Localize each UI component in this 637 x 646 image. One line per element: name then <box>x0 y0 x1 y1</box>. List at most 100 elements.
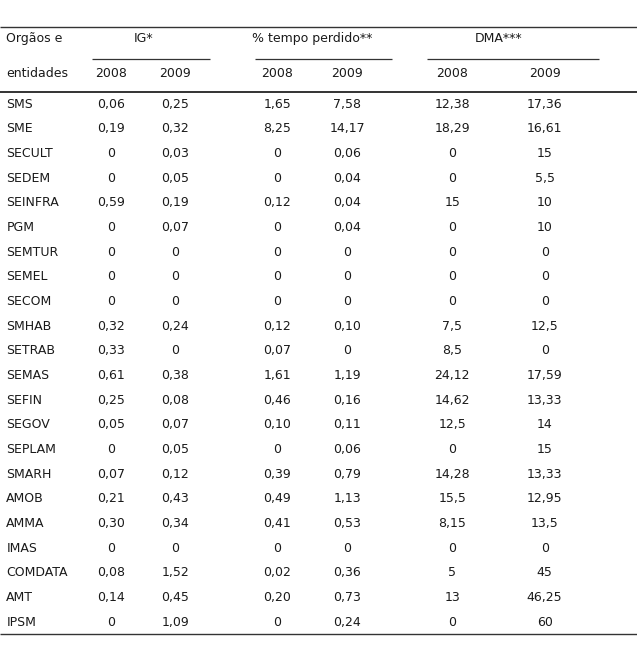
Text: 0: 0 <box>273 443 281 456</box>
Text: 2009: 2009 <box>529 67 561 80</box>
Text: 0,19: 0,19 <box>97 122 125 135</box>
Text: 0: 0 <box>448 270 456 283</box>
Text: 14: 14 <box>537 418 552 432</box>
Text: 16,61: 16,61 <box>527 122 562 135</box>
Text: entidades: entidades <box>6 67 68 80</box>
Text: 0: 0 <box>108 147 115 160</box>
Text: 0: 0 <box>273 172 281 185</box>
Text: 0: 0 <box>108 443 115 456</box>
Text: 0: 0 <box>448 295 456 308</box>
Text: 0: 0 <box>108 616 115 629</box>
Text: SEFIN: SEFIN <box>6 393 43 406</box>
Text: 5,5: 5,5 <box>534 172 555 185</box>
Text: 14,17: 14,17 <box>329 122 365 135</box>
Text: 0: 0 <box>343 541 351 554</box>
Text: 0,59: 0,59 <box>97 196 125 209</box>
Text: 15,5: 15,5 <box>438 492 466 505</box>
Text: 0: 0 <box>171 270 179 283</box>
Text: 17,36: 17,36 <box>527 98 562 110</box>
Text: IPSM: IPSM <box>6 616 36 629</box>
Text: 0,05: 0,05 <box>161 172 189 185</box>
Text: % tempo perdido**: % tempo perdido** <box>252 32 372 45</box>
Text: 0,11: 0,11 <box>333 418 361 432</box>
Text: 0,20: 0,20 <box>263 591 291 604</box>
Text: 0,19: 0,19 <box>161 196 189 209</box>
Text: 0,25: 0,25 <box>97 393 125 406</box>
Text: 13,33: 13,33 <box>527 468 562 481</box>
Text: 0,08: 0,08 <box>97 566 125 579</box>
Text: 0,12: 0,12 <box>263 320 291 333</box>
Text: 12,5: 12,5 <box>438 418 466 432</box>
Text: 0,30: 0,30 <box>97 517 125 530</box>
Text: 18,29: 18,29 <box>434 122 470 135</box>
Text: IG*: IG* <box>134 32 153 45</box>
Text: 13,33: 13,33 <box>527 393 562 406</box>
Text: SECULT: SECULT <box>6 147 53 160</box>
Text: 0,32: 0,32 <box>97 320 125 333</box>
Text: 0: 0 <box>541 541 548 554</box>
Text: SEINFRA: SEINFRA <box>6 196 59 209</box>
Text: 2008: 2008 <box>436 67 468 80</box>
Text: 0,33: 0,33 <box>97 344 125 357</box>
Text: 0,07: 0,07 <box>161 418 189 432</box>
Text: 0: 0 <box>448 443 456 456</box>
Text: 0,10: 0,10 <box>263 418 291 432</box>
Text: 0,21: 0,21 <box>97 492 125 505</box>
Text: 0: 0 <box>541 344 548 357</box>
Text: 0,46: 0,46 <box>263 393 291 406</box>
Text: 0,79: 0,79 <box>333 468 361 481</box>
Text: 2009: 2009 <box>331 67 363 80</box>
Text: 1,19: 1,19 <box>333 369 361 382</box>
Text: 0: 0 <box>171 344 179 357</box>
Text: 0,12: 0,12 <box>263 196 291 209</box>
Text: 0,16: 0,16 <box>333 393 361 406</box>
Text: 0: 0 <box>273 221 281 234</box>
Text: 12,95: 12,95 <box>527 492 562 505</box>
Text: 0: 0 <box>171 245 179 258</box>
Text: 7,5: 7,5 <box>442 320 462 333</box>
Text: SECOM: SECOM <box>6 295 52 308</box>
Text: 1,65: 1,65 <box>263 98 291 110</box>
Text: 0,34: 0,34 <box>161 517 189 530</box>
Text: 0: 0 <box>108 270 115 283</box>
Text: 0: 0 <box>273 270 281 283</box>
Text: AMT: AMT <box>6 591 33 604</box>
Text: 0: 0 <box>108 295 115 308</box>
Text: 0,41: 0,41 <box>263 517 291 530</box>
Text: 0,73: 0,73 <box>333 591 361 604</box>
Text: 12,5: 12,5 <box>531 320 559 333</box>
Text: 13: 13 <box>445 591 460 604</box>
Text: 0,24: 0,24 <box>161 320 189 333</box>
Text: 0,39: 0,39 <box>263 468 291 481</box>
Text: 0,43: 0,43 <box>161 492 189 505</box>
Text: 0,06: 0,06 <box>97 98 125 110</box>
Text: 45: 45 <box>537 566 552 579</box>
Text: PGM: PGM <box>6 221 34 234</box>
Text: 0,45: 0,45 <box>161 591 189 604</box>
Text: SME: SME <box>6 122 33 135</box>
Text: 15: 15 <box>445 196 460 209</box>
Text: 13,5: 13,5 <box>531 517 559 530</box>
Text: SEMEL: SEMEL <box>6 270 48 283</box>
Text: SMS: SMS <box>6 98 33 110</box>
Text: 60: 60 <box>537 616 552 629</box>
Text: 12,38: 12,38 <box>434 98 470 110</box>
Text: 0: 0 <box>541 270 548 283</box>
Text: 0,14: 0,14 <box>97 591 125 604</box>
Text: SEMAS: SEMAS <box>6 369 50 382</box>
Text: 1,09: 1,09 <box>161 616 189 629</box>
Text: 1,52: 1,52 <box>161 566 189 579</box>
Text: 0,08: 0,08 <box>161 393 189 406</box>
Text: 17,59: 17,59 <box>527 369 562 382</box>
Text: 0,07: 0,07 <box>97 468 125 481</box>
Text: 0,38: 0,38 <box>161 369 189 382</box>
Text: 0,10: 0,10 <box>333 320 361 333</box>
Text: 0,49: 0,49 <box>263 492 291 505</box>
Text: COMDATA: COMDATA <box>6 566 68 579</box>
Text: 10: 10 <box>537 221 552 234</box>
Text: 0: 0 <box>448 221 456 234</box>
Text: 0: 0 <box>171 541 179 554</box>
Text: 10: 10 <box>537 196 552 209</box>
Text: AMMA: AMMA <box>6 517 45 530</box>
Text: SEPLAM: SEPLAM <box>6 443 56 456</box>
